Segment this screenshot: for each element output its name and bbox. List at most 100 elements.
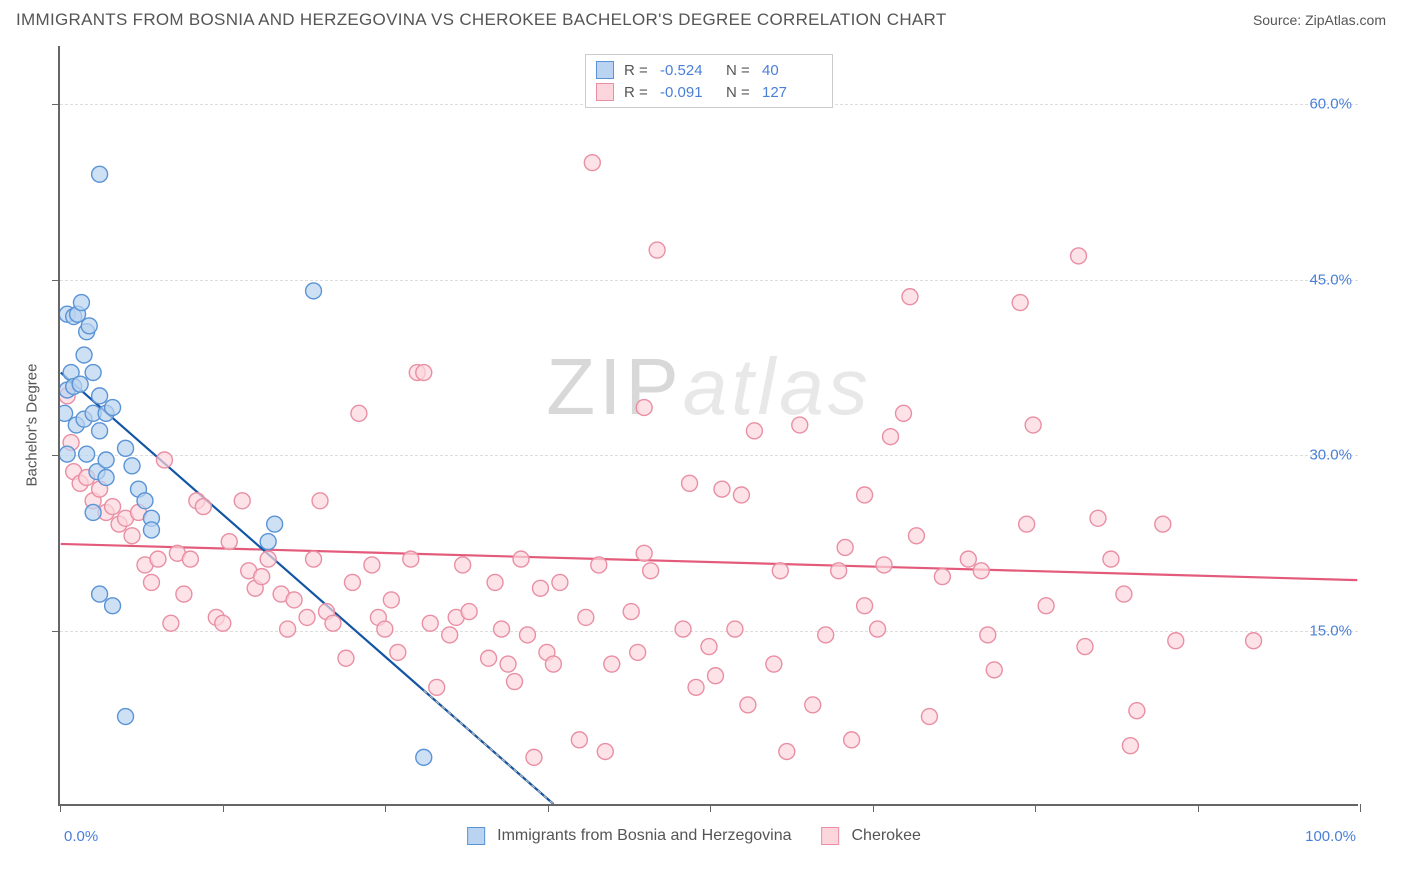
data-point-cherokee (636, 545, 652, 561)
data-point-cherokee (1090, 510, 1106, 526)
data-point-bosnia (85, 365, 101, 381)
data-point-bosnia (143, 522, 159, 538)
swatch-cherokee-icon (821, 827, 839, 845)
y-tick (52, 455, 60, 456)
data-point-cherokee (857, 598, 873, 614)
chart-source: Source: ZipAtlas.com (1253, 12, 1386, 28)
x-tick (1035, 804, 1036, 812)
data-point-bosnia (60, 446, 75, 462)
data-point-cherokee (980, 627, 996, 643)
data-point-cherokee (221, 534, 237, 550)
legend-row-bosnia: R = -0.524 N = 40 (596, 59, 822, 81)
x-tick (873, 804, 874, 812)
data-point-bosnia (137, 493, 153, 509)
data-point-cherokee (792, 417, 808, 433)
data-point-cherokee (675, 621, 691, 637)
data-point-cherokee (325, 615, 341, 631)
data-point-cherokee (195, 499, 211, 515)
plot-area: ZIPatlas R = -0.524 N = 40 R = -0.091 N … (58, 46, 1358, 806)
data-point-cherokee (766, 656, 782, 672)
chart-container: ZIPatlas R = -0.524 N = 40 R = -0.091 N … (14, 38, 1374, 843)
data-point-bosnia (92, 423, 108, 439)
data-point-cherokee (740, 697, 756, 713)
data-point-cherokee (306, 551, 322, 567)
data-point-cherokee (727, 621, 743, 637)
y-tick (52, 280, 60, 281)
data-point-cherokee (286, 592, 302, 608)
data-point-cherokee (604, 656, 620, 672)
legend-item-cherokee: Cherokee (821, 827, 920, 845)
data-point-cherokee (1116, 586, 1132, 602)
x-axis-max-label: 100.0% (1305, 828, 1356, 845)
data-point-bosnia (98, 469, 114, 485)
data-point-cherokee (1129, 703, 1145, 719)
data-point-cherokee (234, 493, 250, 509)
data-point-cherokee (682, 475, 698, 491)
data-point-bosnia (79, 446, 95, 462)
data-point-cherokee (215, 615, 231, 631)
data-point-cherokee (143, 574, 159, 590)
data-point-bosnia (98, 452, 114, 468)
data-point-cherokee (176, 586, 192, 602)
data-point-bosnia (267, 516, 283, 532)
data-point-cherokee (746, 423, 762, 439)
data-point-cherokee (571, 732, 587, 748)
x-tick (1198, 804, 1199, 812)
data-point-cherokee (545, 656, 561, 672)
data-point-cherokee (520, 627, 536, 643)
data-point-cherokee (461, 604, 477, 620)
data-point-cherokee (1071, 248, 1087, 264)
data-point-cherokee (844, 732, 860, 748)
x-tick (710, 804, 711, 812)
data-point-cherokee (156, 452, 172, 468)
data-point-cherokee (1155, 516, 1171, 532)
data-point-cherokee (163, 615, 179, 631)
data-point-bosnia (306, 283, 322, 299)
data-point-bosnia (118, 440, 134, 456)
data-point-cherokee (422, 615, 438, 631)
data-point-cherokee (351, 405, 367, 421)
data-point-cherokee (708, 668, 724, 684)
data-point-cherokee (364, 557, 380, 573)
data-point-cherokee (526, 749, 542, 765)
y-axis-title: Bachelor's Degree (24, 364, 41, 487)
legend-series: Immigrants from Bosnia and Herzegovina C… (467, 827, 921, 845)
data-point-cherokee (552, 574, 568, 590)
data-point-cherokee (805, 697, 821, 713)
data-point-cherokee (182, 551, 198, 567)
data-point-bosnia (92, 166, 108, 182)
data-point-cherokee (344, 574, 360, 590)
legend-item-bosnia: Immigrants from Bosnia and Herzegovina (467, 827, 791, 845)
y-tick (52, 631, 60, 632)
scatter-svg (60, 46, 1358, 804)
data-point-cherokee (1012, 295, 1028, 311)
chart-header: IMMIGRANTS FROM BOSNIA AND HERZEGOVINA V… (0, 0, 1406, 38)
data-point-cherokee (973, 563, 989, 579)
data-point-cherokee (772, 563, 788, 579)
data-point-bosnia (76, 347, 92, 363)
x-tick (385, 804, 386, 812)
data-point-cherokee (818, 627, 834, 643)
data-point-bosnia (124, 458, 140, 474)
data-point-cherokee (455, 557, 471, 573)
data-point-cherokee (1122, 738, 1138, 754)
data-point-cherokee (876, 557, 892, 573)
data-point-cherokee (837, 539, 853, 555)
x-tick (223, 804, 224, 812)
data-point-cherokee (338, 650, 354, 666)
data-point-cherokee (507, 674, 523, 690)
data-point-bosnia (118, 709, 134, 725)
data-point-bosnia (105, 598, 121, 614)
data-point-bosnia (81, 318, 97, 334)
data-point-cherokee (960, 551, 976, 567)
data-point-cherokee (779, 744, 795, 760)
data-point-cherokee (921, 709, 937, 725)
data-point-cherokee (1077, 639, 1093, 655)
swatch-cherokee (596, 83, 614, 101)
data-point-cherokee (1246, 633, 1262, 649)
data-point-cherokee (150, 551, 166, 567)
data-point-bosnia (85, 504, 101, 520)
data-point-bosnia (105, 400, 121, 416)
x-tick (548, 804, 549, 812)
data-point-cherokee (578, 609, 594, 625)
